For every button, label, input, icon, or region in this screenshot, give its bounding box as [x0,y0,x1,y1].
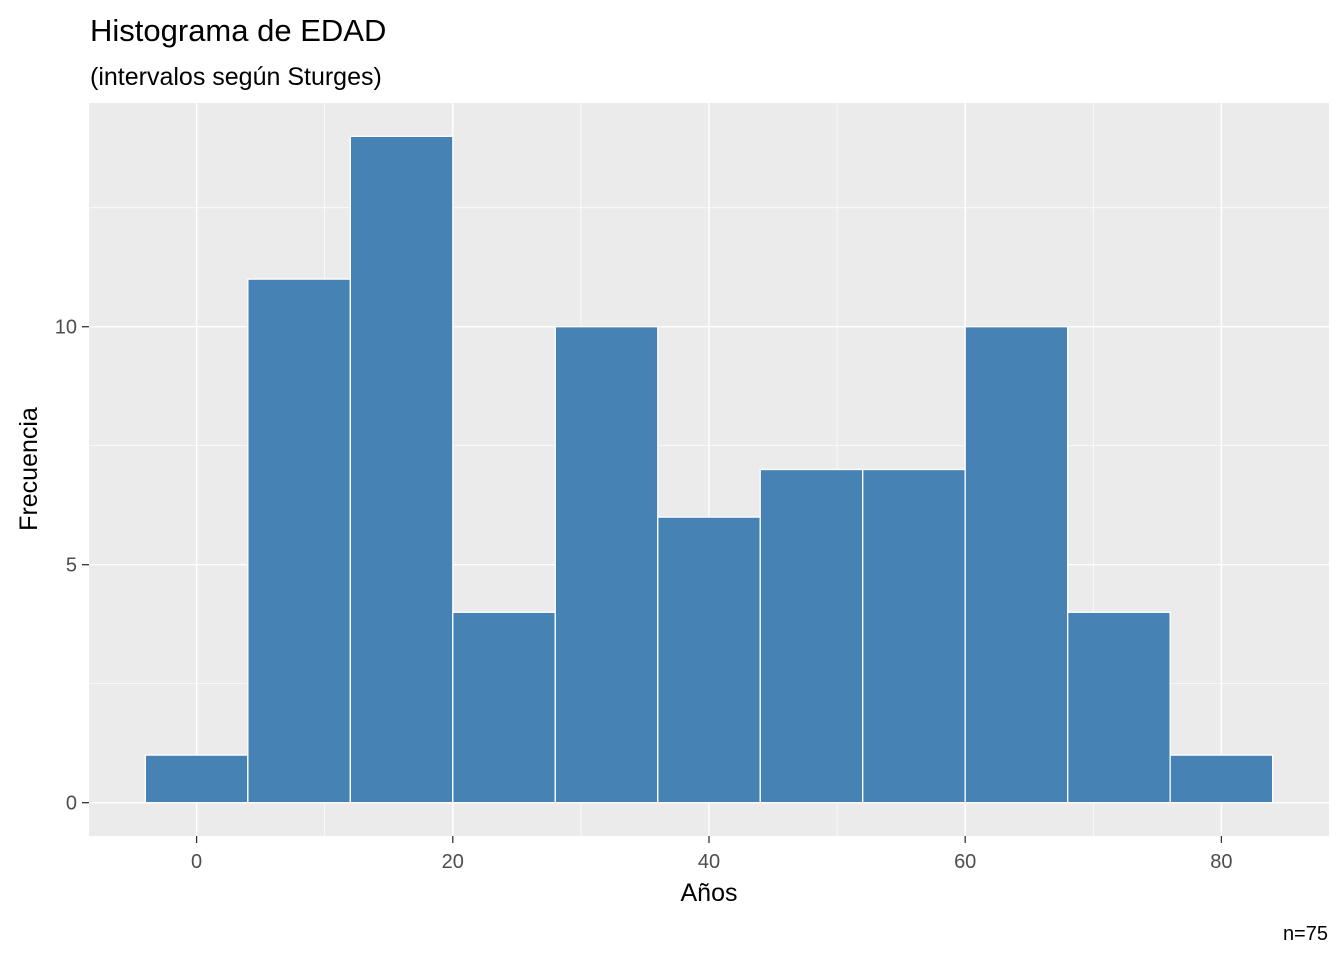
x-tick-label: 60 [954,851,976,873]
x-tick-label: 20 [442,851,464,873]
histogram-bar [759,468,864,804]
histogram-bar [964,326,1069,804]
x-tick-label: 40 [698,851,720,873]
histogram-bar [349,135,454,804]
y-tick-label: 10 [55,317,77,339]
y-axis: 0 5 10 [55,317,89,815]
histogram-bar [247,278,351,804]
histogram-bar [554,326,659,804]
y-tick-label: 5 [66,555,77,577]
histogram-bars [144,135,1274,804]
histogram-bar [452,611,556,804]
caption-sample-size: n=75 [1283,923,1328,945]
chart-subtitle: (intervalos según Sturges) [90,63,382,91]
histogram-bar [1169,754,1274,804]
x-axis-title: Años [681,879,738,907]
x-axis: 0 20 40 60 80 [191,836,1233,873]
y-tick-label: 0 [66,793,77,815]
chart-title: Histograma de EDAD [90,13,386,48]
histogram-bar [862,468,966,804]
x-tick-label: 0 [191,851,202,873]
y-axis-title: Frecuencia [15,407,43,531]
histogram-bar [144,754,249,804]
histogram-bar [657,516,761,804]
histogram-bar [1067,611,1171,804]
x-tick-label: 80 [1210,851,1232,873]
